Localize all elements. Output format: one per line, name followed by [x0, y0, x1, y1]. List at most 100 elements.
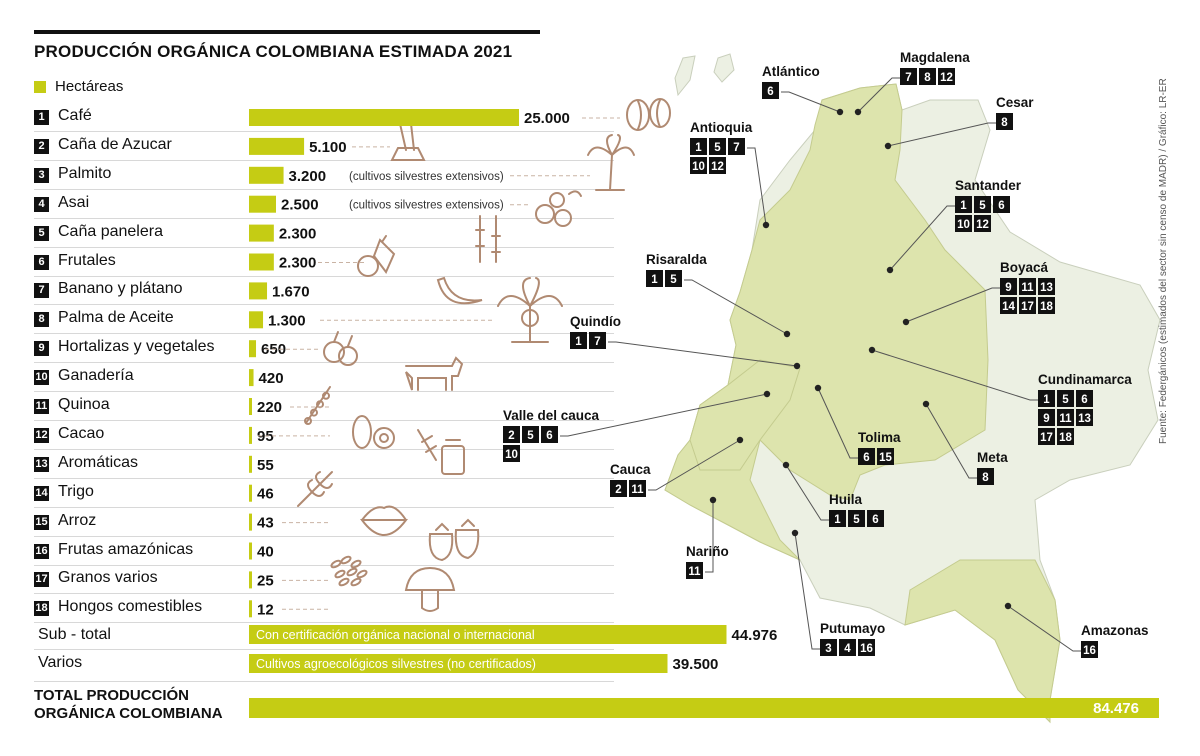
category-row: 14 Trigo [34, 479, 614, 508]
category-row: 7 Banano y plátano [34, 276, 614, 306]
subtotal-label: Sub - total [38, 626, 111, 643]
crop-id-badge-text: 11 [688, 566, 701, 578]
region-callout: Cauca 2 11 [610, 462, 651, 497]
crop-id-badge-text: 8 [1001, 117, 1008, 129]
crop-id-badge [938, 68, 955, 85]
total-value-label: 84.476 [1093, 700, 1139, 717]
category-row: 8 Palma de Aceite [34, 305, 614, 335]
category-label: Ganadería [58, 367, 134, 385]
total-label-line2: ORGÁNICA COLOMBIANA [34, 705, 223, 722]
region-callout: Amazonas 16 [1081, 623, 1149, 658]
category-label: Hongos comestibles [58, 598, 203, 616]
crop-id-badge [1038, 278, 1055, 295]
crop-id-badge [709, 157, 726, 174]
region-callout: Antioquia 1 5 7 10 12 [690, 120, 753, 174]
crop-id-badge [867, 510, 884, 527]
crop-id-badge [955, 196, 972, 213]
coffee-bean-icon [626, 98, 671, 131]
region-callout: Cundinamarca 1 5 6 9 11 13 17 18 [1038, 372, 1132, 445]
leader-line [684, 279, 788, 335]
region-marker [902, 318, 910, 326]
region-callout: Putumayo 3 4 16 [820, 621, 885, 656]
category-number-badge: 17 [34, 572, 49, 588]
crop-id-badge [728, 138, 745, 155]
crop-id-badge-text: 4 [844, 643, 851, 655]
leader-line [889, 205, 955, 271]
row-divider [34, 593, 614, 595]
crop-id-badge [1038, 409, 1055, 426]
crop-id-badge-text: 9 [1043, 413, 1049, 425]
category-row: 6 Frutales [34, 248, 614, 277]
leader-line [648, 439, 741, 491]
category-number-badge: 12 [34, 427, 49, 443]
category-number-badge: 16 [34, 543, 49, 559]
region-name: Tolima [858, 430, 901, 445]
row-divider [34, 188, 614, 190]
crop-id-badge [1000, 278, 1017, 295]
region-marker [884, 142, 892, 150]
crop-id-badge-text: 12 [976, 219, 989, 231]
category-row: 3 Palmito [34, 161, 614, 190]
row-divider [34, 506, 614, 508]
map-pacific-coast [689, 359, 801, 471]
category-label: Caña de Azucar [58, 135, 172, 153]
category-number-badge: 15 [34, 514, 49, 530]
leader-line [871, 349, 1038, 401]
crop-id-badge-text: 10 [692, 161, 705, 173]
crop-id-badge-text: 1 [1043, 394, 1050, 406]
crop-id-badge-text: 12 [940, 72, 953, 84]
row-divider [34, 246, 614, 248]
crop-id-badge-text: 8 [924, 72, 931, 84]
region-callout: Magdalena 7 8 12 [900, 50, 970, 85]
leader-line [925, 403, 977, 479]
crop-id-badge-text: 11 [1059, 413, 1072, 425]
varios-divider [34, 681, 614, 682]
row-divider [34, 131, 614, 132]
colombia-map [664, 53, 1161, 724]
category-row: 12 Cacao [34, 421, 614, 450]
category-label: Granos varios [58, 569, 158, 587]
crop-id-badge-text: 6 [998, 200, 1004, 212]
crop-id-badge [820, 639, 837, 656]
crop-id-badge [1019, 297, 1036, 314]
region-name: Cauca [610, 462, 651, 477]
crop-id-badge [993, 196, 1010, 213]
category-number-badge: 13 [34, 456, 49, 472]
category-row: 10 Ganadería [34, 363, 614, 393]
region-name: Amazonas [1081, 623, 1149, 638]
region-callout: Huila 1 5 6 [829, 492, 884, 527]
crop-id-badge [974, 215, 991, 232]
crop-id-badge-text: 3 [825, 643, 831, 655]
crop-id-badge [1038, 297, 1055, 314]
map-markers [709, 108, 1012, 610]
crop-id-badge [690, 157, 707, 174]
crop-id-badge-text: 15 [879, 452, 892, 464]
region-name: Cundinamarca [1038, 372, 1132, 387]
category-label: Quinoa [58, 396, 110, 413]
leader-line [785, 464, 829, 521]
region-name: Nariño [686, 544, 729, 559]
crop-id-badge-text: 12 [711, 161, 724, 173]
crop-id-badge [858, 639, 875, 656]
row-divider [34, 159, 614, 161]
region-name: Cesar [996, 95, 1034, 110]
region-callout: Meta 8 [977, 450, 1008, 485]
category-number-badge: 18 [34, 601, 49, 617]
crop-id-badge-text: 6 [863, 452, 869, 464]
category-label: Cacao [58, 424, 105, 442]
crop-id-badge-text: 8 [982, 472, 989, 484]
crop-id-badge-text: 11 [1021, 282, 1034, 294]
category-row: 13 Aromáticas [34, 450, 614, 479]
region-marker [886, 266, 894, 274]
region-name: Antioquia [690, 120, 753, 135]
region-marker [836, 108, 844, 116]
legend: Hectáreas [34, 78, 123, 95]
category-row: 2 Caña de Azucar [34, 132, 614, 161]
crop-id-badge-text: 5 [853, 514, 860, 526]
category-row: 1 Café [34, 103, 614, 132]
total-label: TOTAL PRODUCCIÓN ORGÁNICA COLOMBIANA [34, 687, 223, 723]
category-number-badge: 1 [34, 110, 49, 125]
category-row: 17 Granos varios [34, 565, 614, 595]
category-number-badge: 11 [34, 399, 49, 414]
leader-line [887, 122, 996, 147]
